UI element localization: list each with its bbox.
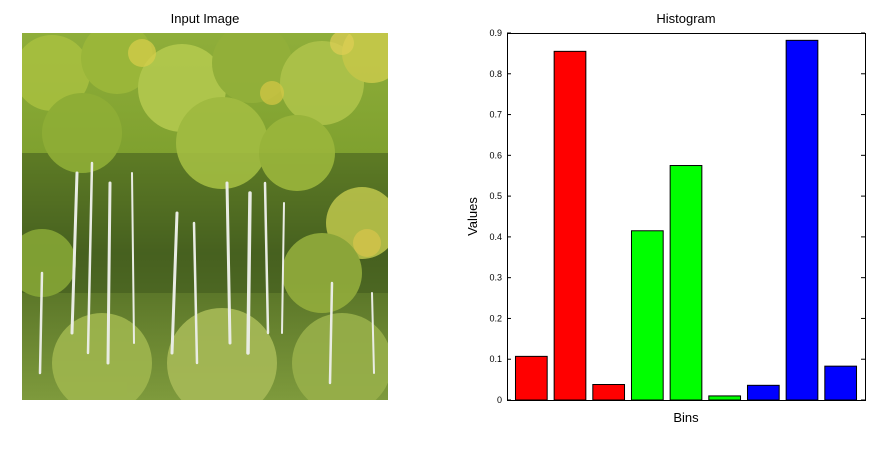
histogram-bar [708, 395, 742, 401]
histogram-bar [553, 50, 587, 401]
input-image [22, 33, 388, 400]
histogram-bar [824, 365, 858, 401]
y-tick-label: 0.8 [489, 69, 502, 79]
y-axis-label: Values [465, 197, 480, 236]
plot-frame [507, 33, 866, 401]
y-tick-label: 0.3 [489, 273, 502, 283]
y-tick-label: 0.6 [489, 150, 502, 160]
histogram-bar [514, 355, 548, 401]
y-tick-label: 0.2 [489, 313, 502, 323]
y-tick-label: 0.5 [489, 191, 502, 201]
y-tick-label: 0.1 [489, 354, 502, 364]
y-tick-label: 0 [497, 395, 502, 405]
histogram-title: Histogram [656, 11, 716, 26]
y-tick-label: 0.7 [489, 110, 502, 120]
histogram-bar [746, 384, 780, 401]
y-ticks: 0 0.1 0.2 0.3 0.4 0.5 0.6 0.7 0.8 0.9 [489, 28, 865, 405]
histogram-bar [592, 384, 626, 401]
x-axis-label: Bins [673, 410, 699, 425]
histogram-bar [669, 165, 703, 401]
histogram-bar [630, 230, 664, 401]
histogram-bar [785, 39, 819, 401]
input-image-title: Input Image [170, 11, 240, 26]
bars-group [514, 39, 858, 401]
y-tick-label: 0.9 [489, 28, 502, 38]
y-tick-label: 0.4 [489, 232, 502, 242]
